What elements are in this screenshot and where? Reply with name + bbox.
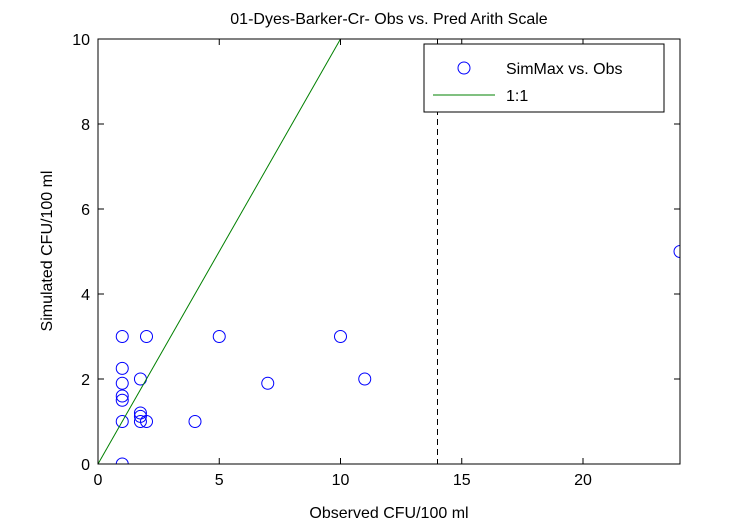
data-point xyxy=(358,372,372,386)
y-tick-label: 8 xyxy=(81,117,90,134)
y-axis-label: Simulated CFU/100 ml xyxy=(39,171,56,332)
data-point xyxy=(115,361,129,375)
data-point xyxy=(133,415,147,428)
x-tick-label: 0 xyxy=(94,472,103,489)
data-point xyxy=(115,389,129,403)
y-tick-label: 6 xyxy=(81,202,90,219)
x-tick-label: 15 xyxy=(453,472,471,489)
y-tick-label: 10 xyxy=(72,32,90,49)
x-tick-label: 5 xyxy=(215,472,224,489)
axes-box xyxy=(97,38,681,465)
y-tick-label: 0 xyxy=(81,457,90,474)
y-tick-label: 4 xyxy=(81,287,90,304)
data-point xyxy=(115,457,129,464)
data-point xyxy=(140,415,153,428)
data-point xyxy=(115,330,129,343)
x-tick-label: 20 xyxy=(574,472,592,489)
data-point xyxy=(140,330,153,343)
one-to-one-line xyxy=(98,39,341,464)
data-point xyxy=(334,330,347,343)
legend-label-simmax: SimMax vs. Obs xyxy=(506,61,622,78)
data-point xyxy=(188,415,202,428)
data-point xyxy=(115,393,129,407)
data-point xyxy=(115,415,129,428)
data-point xyxy=(261,376,275,390)
data-point xyxy=(212,330,226,343)
y-tick-label: 2 xyxy=(81,372,90,389)
legend-box xyxy=(423,43,665,113)
legend-label-1to1: 1:1 xyxy=(506,88,528,105)
data-point xyxy=(115,376,129,390)
data-point xyxy=(133,406,147,420)
legend: SimMax vs. Obs 1:1 xyxy=(423,43,665,113)
x-tick-label: 10 xyxy=(332,472,350,489)
legend-marker-circle xyxy=(457,61,471,75)
data-point xyxy=(673,245,680,258)
chart-title: 01-Dyes-Barker-Cr- Obs vs. Pred Arith Sc… xyxy=(230,11,548,28)
x-axis-label: Observed CFU/100 ml xyxy=(309,505,468,522)
